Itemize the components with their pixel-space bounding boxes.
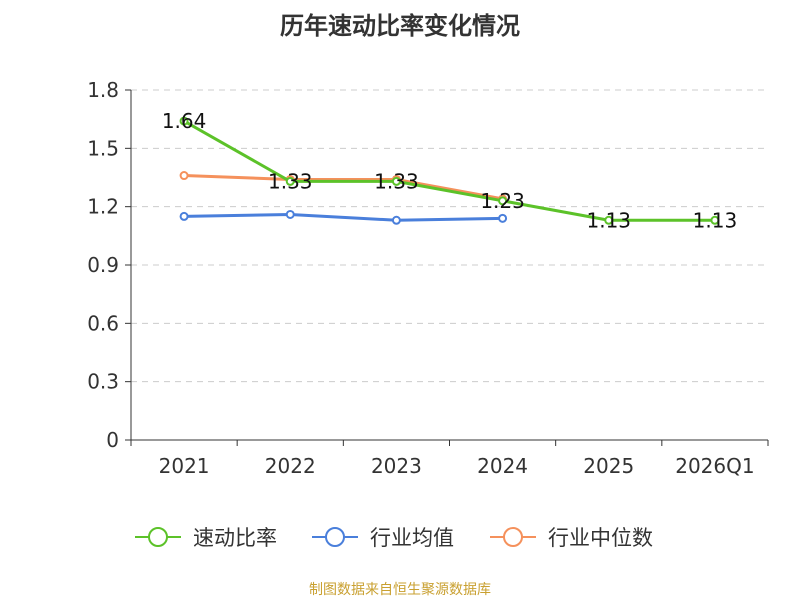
data-label: 1.23 <box>480 189 525 213</box>
data-point <box>710 215 720 225</box>
y-tick-label: 1.2 <box>87 195 119 219</box>
data-label: 1.13 <box>693 208 738 232</box>
series-line-0 <box>183 119 715 222</box>
data-point <box>285 176 295 186</box>
y-tick-label: 1.5 <box>87 136 119 160</box>
data-label: 1.33 <box>374 169 419 193</box>
data-point <box>179 116 189 126</box>
data-point <box>285 209 295 219</box>
axes: 0 0.3 0.6 0.9 1.2 1.5 1.8 2021 2022 2023 2024 2025 2… <box>87 78 769 478</box>
legend-label: 行业中位数 <box>548 526 653 550</box>
legend-label: 速动比率 <box>193 526 277 550</box>
legend-marker <box>325 527 345 547</box>
legend: 速动比率 行业均值 行业中位数 <box>135 526 653 550</box>
data-point <box>498 213 508 223</box>
legend-item-1: 行业均值 <box>312 526 454 550</box>
data-point <box>391 215 401 225</box>
series-line-2 <box>184 174 503 201</box>
legend-item-2: 行业中位数 <box>490 526 653 550</box>
chart-title: 历年速动比率变化情况 <box>280 12 520 40</box>
series-line-1 <box>184 212 503 222</box>
series-lines <box>179 116 720 225</box>
data-label: 1.13 <box>586 208 631 232</box>
x-tick-label: 2021 <box>159 454 210 478</box>
data-point <box>179 211 189 221</box>
source-note: 制图数据来自恒生聚源数据库 <box>309 582 491 598</box>
grid-lines <box>131 89 768 383</box>
data-point <box>498 196 508 206</box>
data-point <box>391 176 401 186</box>
data-point <box>179 171 189 181</box>
data-label: 1.64 <box>162 109 207 133</box>
x-tick-label: 2024 <box>477 454 528 478</box>
y-tick-label: 0.6 <box>87 311 119 335</box>
legend-item-0: 速动比率 <box>135 526 277 550</box>
y-tick-label: 0.9 <box>87 253 119 277</box>
y-tick-label: 0 <box>106 428 119 452</box>
data-label: 1.33 <box>268 169 313 193</box>
legend-marker <box>148 527 168 547</box>
data-point <box>604 215 614 225</box>
x-tick-label: 2025 <box>583 454 634 478</box>
legend-label: 行业均值 <box>370 526 454 550</box>
x-tick-label: 2026Q1 <box>675 454 754 478</box>
x-tick-label: 2022 <box>265 454 316 478</box>
legend-marker <box>503 527 523 547</box>
x-tick-label: 2023 <box>371 454 422 478</box>
y-tick-label: 1.8 <box>87 78 119 102</box>
y-tick-label: 0.3 <box>87 370 119 394</box>
data-labels: 1.64 1.33 1.33 1.23 1.13 1.13 <box>162 109 737 232</box>
